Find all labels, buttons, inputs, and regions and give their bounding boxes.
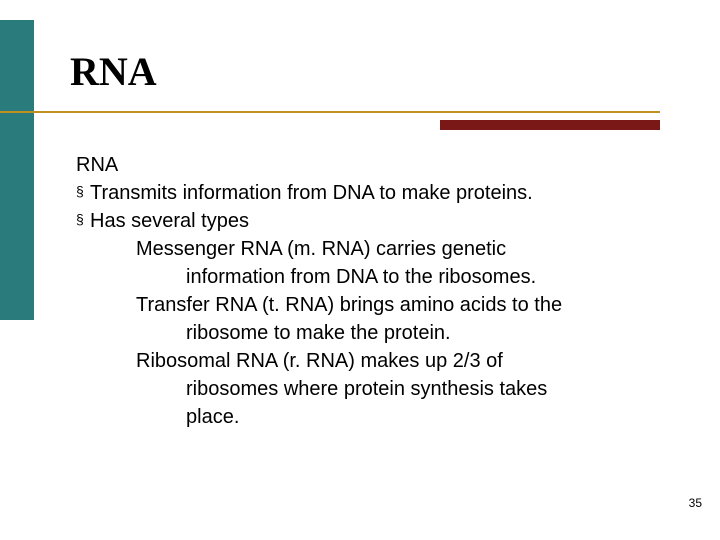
sub-item-line: place. [76,404,676,430]
slide: RNA RNA § Transmits information from DNA… [0,0,720,540]
slide-number: 35 [689,496,702,510]
sub-item-line: Ribosomal RNA (r. RNA) makes up 2/3 of [76,348,676,374]
sidebar-accent [0,20,34,320]
bullet-text: Has several types [90,208,676,234]
bullet-item: § Has several types [76,208,676,234]
body-subhead: RNA [76,152,676,178]
slide-title: RNA [70,48,157,95]
title-underline-thin [0,111,660,113]
bullet-item: § Transmits information from DNA to make… [76,180,676,206]
sub-item-line: ribosome to make the protein. [76,320,676,346]
bullet-text: Transmits information from DNA to make p… [90,180,676,206]
sub-item-line: information from DNA to the ribosomes. [76,264,676,290]
sub-item-line: Messenger RNA (m. RNA) carries genetic [76,236,676,262]
bullet-marker-icon: § [76,208,90,228]
sub-item-line: Transfer RNA (t. RNA) brings amino acids… [76,292,676,318]
sub-item-line: ribosomes where protein synthesis takes [76,376,676,402]
bullet-marker-icon: § [76,180,90,200]
title-underline-thick [440,120,660,130]
slide-body: RNA § Transmits information from DNA to … [76,152,676,432]
